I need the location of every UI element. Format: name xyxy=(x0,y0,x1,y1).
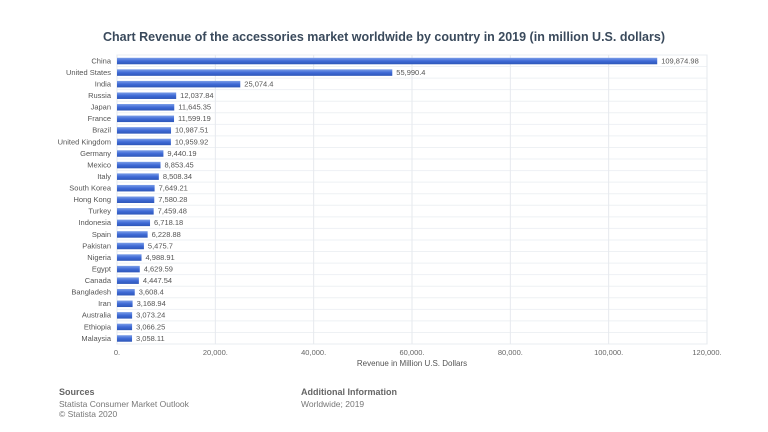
bar xyxy=(117,184,155,192)
bar xyxy=(117,161,161,169)
chart-title: Chart Revenue of the accessories market … xyxy=(103,30,665,44)
category-label: India xyxy=(95,80,112,89)
additional-info-text: Worldwide; 2019 xyxy=(301,399,365,409)
data-label: 7,580.28 xyxy=(158,195,187,204)
data-label: 6,228.88 xyxy=(152,230,181,239)
category-label: Japan xyxy=(91,103,111,112)
data-label: 8,508.34 xyxy=(163,172,192,181)
category-label: China xyxy=(91,56,111,65)
category-label: Hong Kong xyxy=(73,195,111,204)
data-label: 109,874.98 xyxy=(661,56,699,65)
bar xyxy=(117,312,133,319)
data-label: 4,629.59 xyxy=(144,264,173,273)
x-tick-label: 60,000. xyxy=(399,348,424,357)
data-label: 6,718.18 xyxy=(154,218,183,227)
category-label: Australia xyxy=(82,311,112,320)
data-label: 3,058.11 xyxy=(136,334,165,343)
bar xyxy=(117,288,135,296)
bar xyxy=(117,173,159,180)
category-label: United Kingdom xyxy=(58,137,111,146)
category-label: Mexico xyxy=(87,160,111,169)
bar xyxy=(117,69,393,76)
bar xyxy=(117,127,172,134)
category-label: Russia xyxy=(88,91,112,100)
x-tick-label: 120,000. xyxy=(692,348,721,357)
x-tick-label: 80,000. xyxy=(498,348,523,357)
copyright-text: © Statista 2020 xyxy=(59,409,118,419)
bar xyxy=(117,92,177,99)
bar xyxy=(117,80,241,88)
category-label: Spain xyxy=(92,230,111,239)
category-label: Iran xyxy=(98,299,111,308)
data-label: 4,988.91 xyxy=(146,253,175,262)
category-label: Egypt xyxy=(92,264,112,273)
sources-heading: Sources xyxy=(59,387,95,397)
category-label: Nigeria xyxy=(87,253,112,262)
data-label: 25,074.4 xyxy=(244,80,273,89)
data-label: 7,649.21 xyxy=(159,184,188,193)
data-label: 3,073.24 xyxy=(136,311,165,320)
data-label: 10,959.92 xyxy=(175,137,208,146)
bar xyxy=(117,115,175,123)
bar xyxy=(117,277,139,284)
category-label: Turkey xyxy=(88,207,111,216)
bar xyxy=(117,196,155,203)
x-tick-label: 100,000. xyxy=(594,348,623,357)
category-label: Pakistan xyxy=(82,241,111,250)
category-label: Ethiopia xyxy=(84,322,112,331)
category-label: Germany xyxy=(80,149,111,158)
data-label: 11,599.19 xyxy=(178,114,211,123)
sources-text[interactable]: Statista Consumer Market Outlook xyxy=(59,399,189,409)
bar xyxy=(117,219,151,227)
bar xyxy=(117,265,140,273)
category-label: Bangladesh xyxy=(71,288,111,297)
data-label: 7,459.48 xyxy=(158,207,187,216)
bar xyxy=(117,300,133,308)
data-label: 10,987.51 xyxy=(175,126,208,135)
bar xyxy=(117,231,148,238)
category-label: South Korea xyxy=(69,184,112,193)
data-label: 55,990.4 xyxy=(396,68,425,77)
bar xyxy=(117,254,142,261)
category-label: United States xyxy=(66,68,111,77)
bar xyxy=(117,150,164,157)
bar xyxy=(117,104,175,111)
bar-chart: Revenue in Million U.S. Dollars 0. 20,000… xyxy=(58,54,722,368)
bar xyxy=(117,323,133,331)
bar xyxy=(117,208,154,215)
data-label: 5,475.7 xyxy=(148,241,173,250)
data-label: 3,066.25 xyxy=(136,322,165,331)
data-label: 11,645.35 xyxy=(178,103,211,112)
category-label: Malaysia xyxy=(81,334,111,343)
additional-info-heading: Additional Information xyxy=(301,387,397,397)
data-label: 3,608.4 xyxy=(139,288,164,297)
data-label: 3,168.94 xyxy=(137,299,166,308)
bar xyxy=(117,138,171,146)
category-label: Indonesia xyxy=(78,218,111,227)
x-tick-label: 20,000. xyxy=(203,348,228,357)
category-label: Brazil xyxy=(92,126,111,135)
data-label: 4,447.54 xyxy=(143,276,172,285)
bar xyxy=(117,57,658,65)
x-tick-label: 0. xyxy=(114,348,120,357)
x-tick-label: 40,000. xyxy=(301,348,326,357)
bar xyxy=(117,242,144,250)
bar xyxy=(117,335,133,342)
category-label: Italy xyxy=(97,172,111,181)
category-label: France xyxy=(88,114,111,123)
category-label: Canada xyxy=(85,276,112,285)
data-label: 8,853.45 xyxy=(165,160,194,169)
data-label: 9,440.19 xyxy=(167,149,196,158)
data-label: 12,037.84 xyxy=(180,91,213,100)
x-axis-label: Revenue in Million U.S. Dollars xyxy=(357,359,467,368)
